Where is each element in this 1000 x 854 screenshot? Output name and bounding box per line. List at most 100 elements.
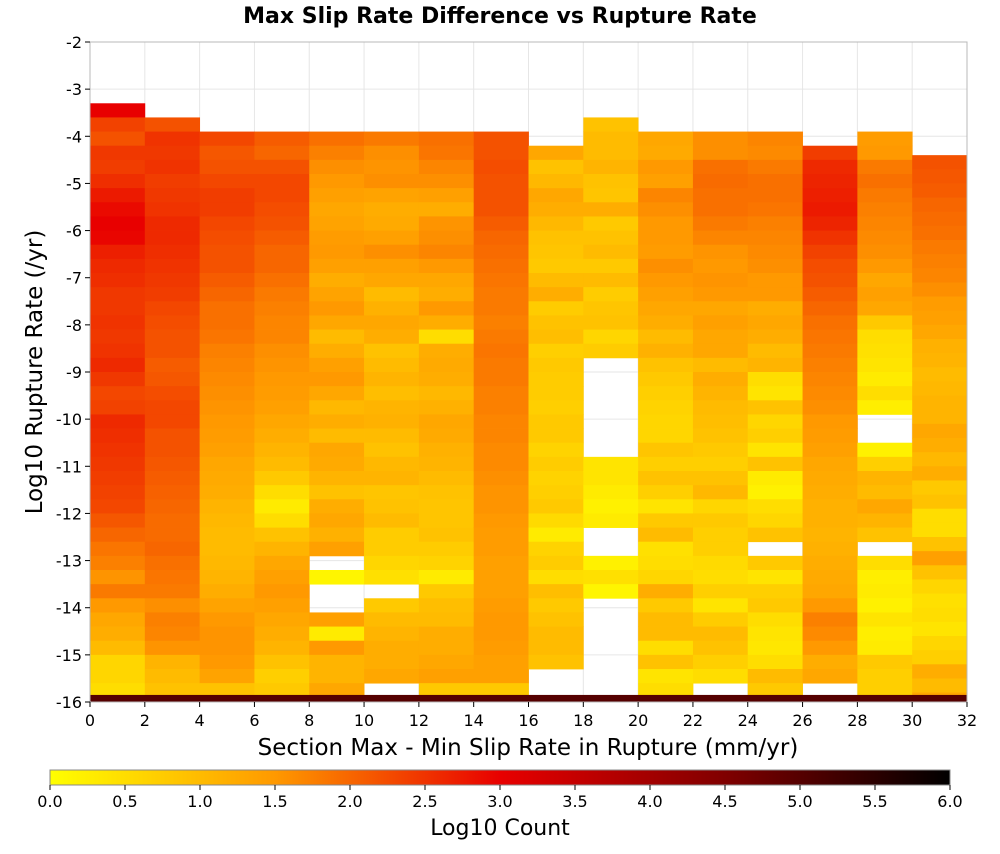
heatmap-cell [418,654,475,670]
heatmap-cell [528,188,584,203]
heatmap-cell [692,527,749,543]
heatmap-cell [199,669,255,684]
heatmap-cell [254,499,310,514]
heatmap-cell [90,640,146,656]
heatmap-cell [638,598,694,613]
y-tick-label: -14 [56,599,82,618]
heatmap-cell [473,414,529,429]
heatmap-cell [692,400,749,415]
heatmap-cell [199,131,255,147]
heatmap-cell [912,254,968,269]
heatmap-cell [418,640,475,656]
heatmap-cell [583,202,639,217]
heatmap-cell [364,159,420,175]
heatmap-cell [90,216,146,231]
heatmap-cell [309,244,365,260]
colorbar-tick-label: 3.0 [487,792,512,811]
heatmap-cell [418,329,475,345]
heatmap-cell [90,541,146,557]
heatmap-cell [144,640,201,656]
heatmap-cell [857,654,913,670]
heatmap-cell [583,555,639,571]
heatmap-cell [583,570,639,585]
heatmap-cell [90,584,146,599]
heatmap-cell [144,174,201,189]
heatmap-cell [144,683,201,696]
y-tick-label: -9 [66,363,82,382]
heatmap-cell [747,329,803,345]
heatmap-cell [528,202,584,217]
heatmap-cell [638,174,694,189]
heatmap-cell [638,202,694,217]
heatmap-cell [857,372,913,387]
heatmap-cell [90,202,146,217]
heatmap-cell [802,287,858,302]
heatmap-cell [912,183,968,198]
heatmap-cell [418,612,475,627]
heatmap-cell [583,287,639,302]
heatmap-cell [90,357,146,373]
heatmap-cell [199,570,255,585]
heatmap-cell [199,159,255,175]
heatmap-cell [692,598,749,613]
heatmap-cell [418,513,475,528]
heatmap-cell [528,570,584,585]
colorbar-tick-label: 2.0 [337,792,362,811]
x-tick-label: 12 [409,711,429,730]
x-axis-label: Section Max - Min Slip Rate in Rupture (… [258,735,799,761]
heatmap-cell [144,258,201,274]
heatmap-cell [583,230,639,246]
heatmap-cell [857,301,913,316]
x-tick-label: 10 [354,711,374,730]
heatmap-cell [692,414,749,429]
heatmap-cell [254,654,310,670]
heatmap-cell [364,570,420,585]
heatmap-cell [912,438,968,453]
heatmap-cell [473,174,529,189]
heatmap-cell [364,174,420,189]
heatmap-cell [528,343,584,359]
y-axis-label: Log10 Rupture Rate (/yr) [22,230,48,515]
heatmap-cell [638,555,694,571]
heatmap-cell [364,513,420,528]
heatmap-cell [418,400,475,415]
heatmap-cell [90,301,146,316]
heatmap-cell [638,414,694,429]
heatmap-cell [144,442,201,458]
heatmap-cell [199,683,255,696]
colorbar-tick-label: 5.0 [787,792,812,811]
heatmap-cell [528,584,584,599]
heatmap-cell [309,442,365,458]
heatmap-cell [309,386,365,401]
heatmap-cell [583,329,639,345]
x-tick-label: 16 [518,711,538,730]
heatmap-cell [747,683,803,696]
heatmap-cell [857,626,913,642]
heatmap-cell [90,499,146,514]
heatmap-cell [912,636,968,651]
colorbar-tick-label: 4.5 [712,792,737,811]
heatmap-cell [912,480,968,495]
heatmap-cell [857,216,913,231]
heatmap-cell [364,456,420,472]
heatmap-cell [144,230,201,246]
x-tick-label: 8 [304,711,314,730]
heatmap-cell [912,494,968,510]
heatmap-cell [857,570,913,585]
heatmap-cell [309,273,365,288]
heatmap-cell [912,537,968,552]
heatmap-cell [747,386,803,401]
heatmap-cell [638,329,694,345]
heatmap-cell [90,174,146,189]
heatmap-cell [528,598,584,613]
heatmap-cell [802,188,858,203]
heatmap-cell [528,456,584,472]
heatmap-cell [199,174,255,189]
heatmap-cell [144,471,201,486]
heatmap-cell [528,329,584,345]
heatmap-cell [144,343,201,359]
heatmap-cell [418,598,475,613]
heatmap-cell [254,640,310,656]
heatmap-cell [90,527,146,543]
heatmap-cell [309,456,365,472]
